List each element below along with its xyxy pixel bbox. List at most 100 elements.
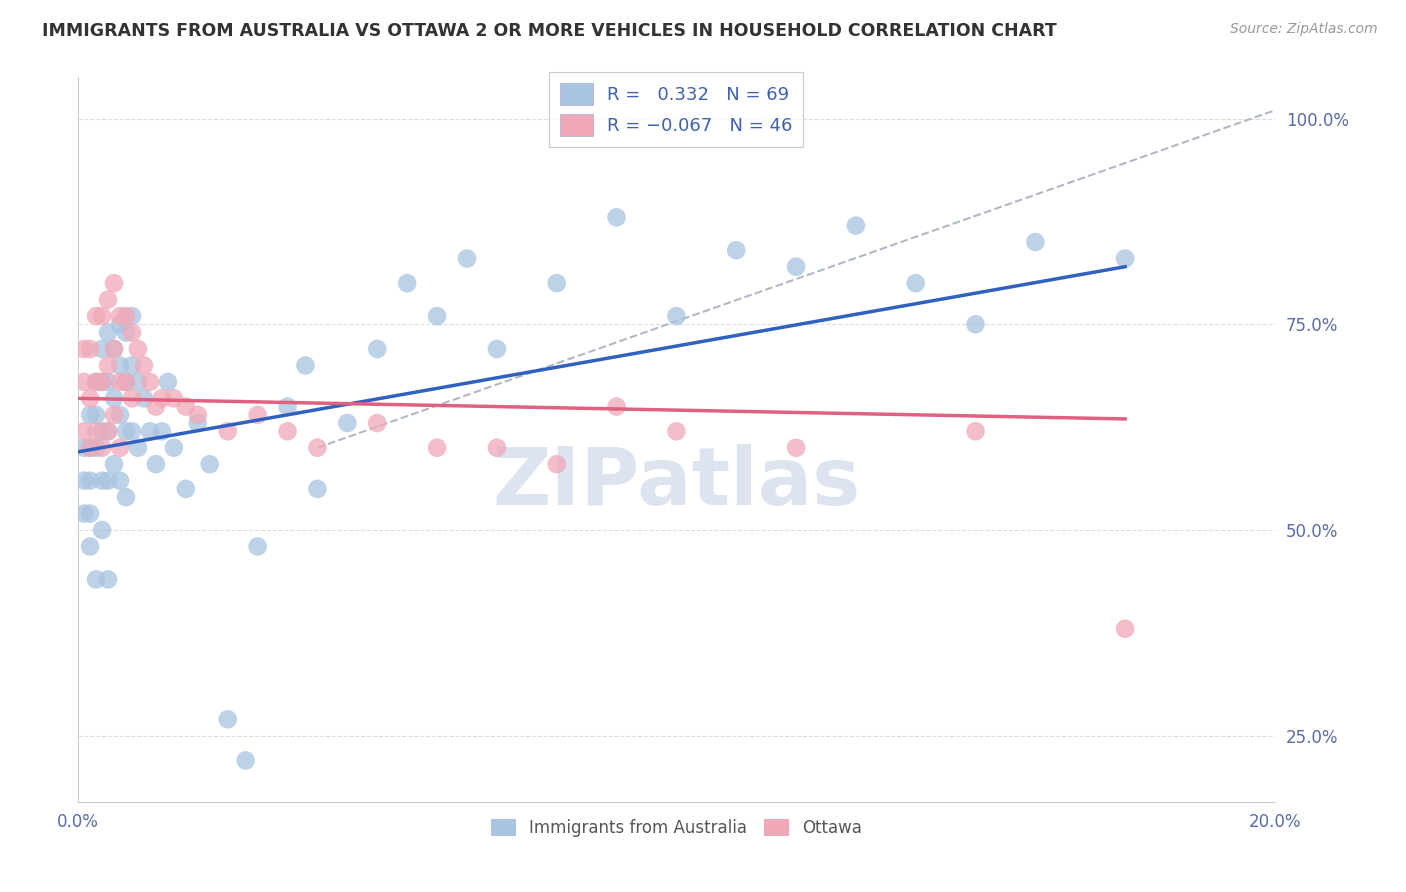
Point — [785, 441, 807, 455]
Point — [546, 276, 568, 290]
Point — [73, 424, 96, 438]
Point — [546, 457, 568, 471]
Point — [606, 211, 628, 225]
Point — [1024, 235, 1046, 249]
Point — [115, 375, 138, 389]
Point — [84, 408, 107, 422]
Point — [246, 408, 269, 422]
Point — [294, 359, 316, 373]
Point — [606, 400, 628, 414]
Point — [426, 441, 449, 455]
Point — [73, 375, 96, 389]
Point — [965, 424, 987, 438]
Point — [97, 293, 120, 307]
Point — [91, 474, 114, 488]
Point — [145, 400, 167, 414]
Point — [150, 392, 173, 406]
Point — [121, 326, 143, 340]
Point — [965, 318, 987, 332]
Text: ZIPatlas: ZIPatlas — [492, 444, 860, 522]
Point — [187, 408, 209, 422]
Point — [79, 507, 101, 521]
Point — [366, 342, 388, 356]
Point — [108, 309, 131, 323]
Point — [84, 309, 107, 323]
Point — [91, 375, 114, 389]
Point — [665, 424, 688, 438]
Point — [79, 441, 101, 455]
Point — [785, 260, 807, 274]
Point — [97, 424, 120, 438]
Point — [84, 573, 107, 587]
Point — [91, 523, 114, 537]
Point — [127, 441, 149, 455]
Point — [725, 244, 748, 258]
Point — [156, 375, 179, 389]
Point — [485, 441, 508, 455]
Point — [246, 540, 269, 554]
Point — [79, 441, 101, 455]
Legend: Immigrants from Australia, Ottawa: Immigrants from Australia, Ottawa — [484, 813, 869, 844]
Point — [174, 400, 197, 414]
Text: Source: ZipAtlas.com: Source: ZipAtlas.com — [1230, 22, 1378, 37]
Point — [91, 342, 114, 356]
Point — [366, 416, 388, 430]
Point — [121, 392, 143, 406]
Point — [396, 276, 419, 290]
Point — [103, 392, 125, 406]
Point — [163, 392, 186, 406]
Point — [307, 441, 329, 455]
Point — [103, 276, 125, 290]
Point — [79, 392, 101, 406]
Point — [103, 457, 125, 471]
Point — [103, 408, 125, 422]
Point — [103, 342, 125, 356]
Point — [108, 318, 131, 332]
Point — [139, 424, 162, 438]
Point — [97, 375, 120, 389]
Point — [79, 342, 101, 356]
Point — [121, 424, 143, 438]
Point — [904, 276, 927, 290]
Point — [121, 309, 143, 323]
Point — [127, 342, 149, 356]
Point — [97, 359, 120, 373]
Point — [276, 424, 298, 438]
Point — [91, 441, 114, 455]
Point — [115, 326, 138, 340]
Point — [73, 507, 96, 521]
Point — [132, 392, 155, 406]
Point — [235, 754, 257, 768]
Point — [336, 416, 359, 430]
Point — [115, 309, 138, 323]
Point — [108, 375, 131, 389]
Point — [103, 342, 125, 356]
Point — [145, 457, 167, 471]
Point — [108, 359, 131, 373]
Point — [84, 424, 107, 438]
Point — [97, 326, 120, 340]
Point — [163, 441, 186, 455]
Point — [73, 474, 96, 488]
Point — [115, 375, 138, 389]
Point — [121, 359, 143, 373]
Point — [84, 375, 107, 389]
Point — [426, 309, 449, 323]
Point — [79, 474, 101, 488]
Point — [1114, 622, 1136, 636]
Point — [217, 712, 239, 726]
Point — [127, 375, 149, 389]
Point — [115, 424, 138, 438]
Point — [665, 309, 688, 323]
Point — [97, 573, 120, 587]
Point — [198, 457, 221, 471]
Point — [115, 490, 138, 504]
Point — [150, 424, 173, 438]
Point — [307, 482, 329, 496]
Point — [73, 342, 96, 356]
Point — [97, 474, 120, 488]
Point — [84, 375, 107, 389]
Point — [108, 408, 131, 422]
Point — [73, 441, 96, 455]
Point — [79, 408, 101, 422]
